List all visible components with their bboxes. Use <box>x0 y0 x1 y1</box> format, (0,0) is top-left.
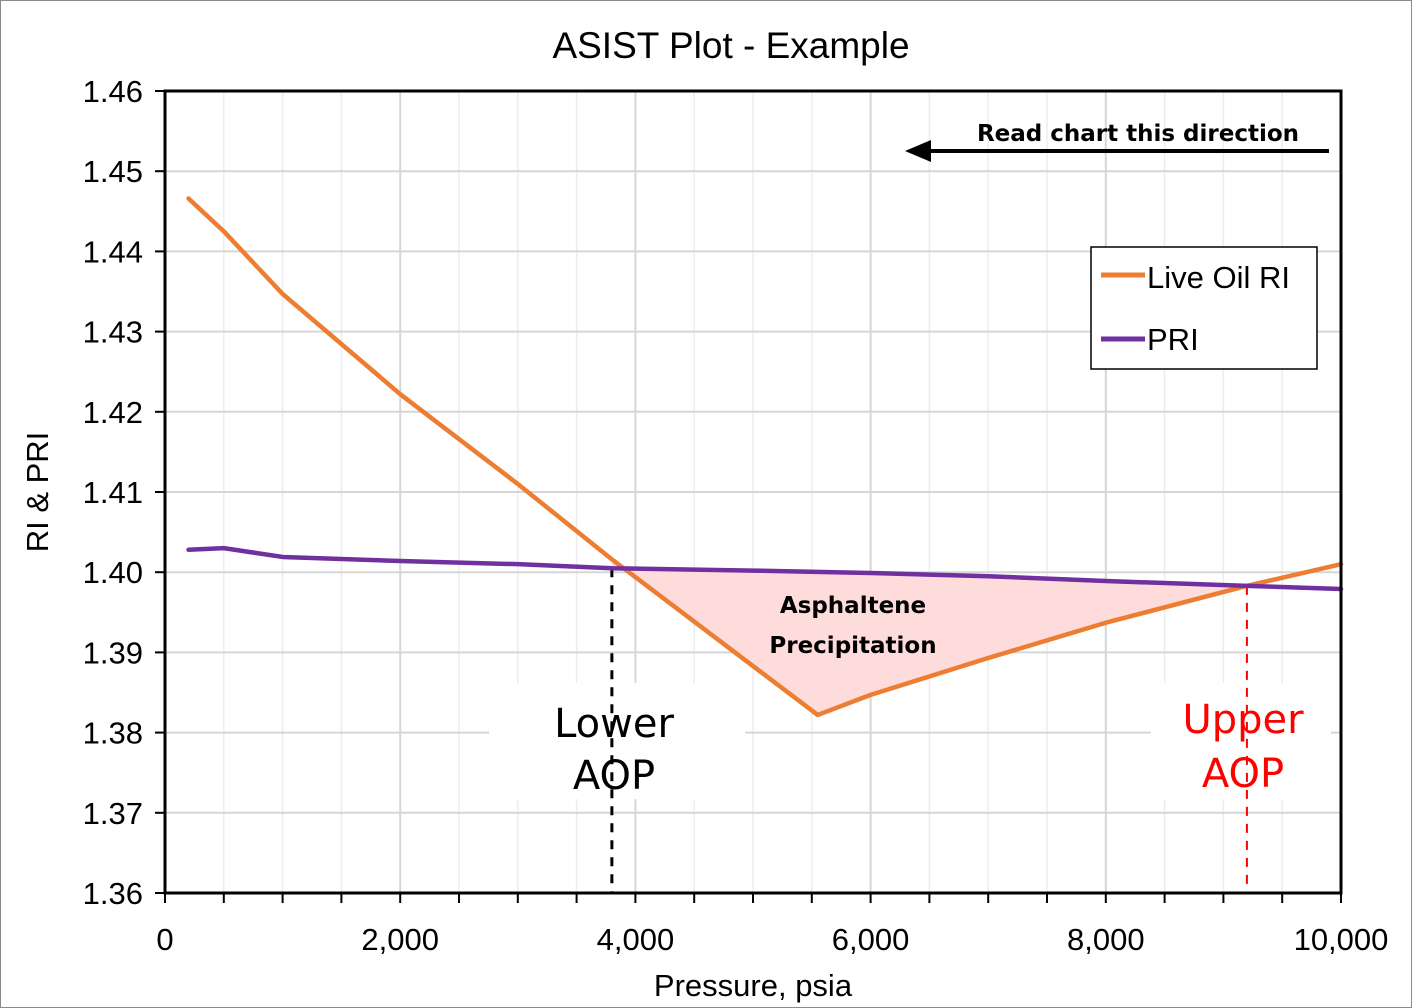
y-tick-label: 1.39 <box>83 635 143 670</box>
y-tick-label: 1.46 <box>83 74 143 109</box>
y-tick-label: 1.44 <box>83 234 143 269</box>
upper-aop-label-background <box>1151 683 1331 799</box>
upper-aop-label-line2: AOP <box>1202 751 1284 797</box>
x-tick-label: 10,000 <box>1294 922 1389 957</box>
y-tick-label: 1.41 <box>83 475 143 510</box>
y-tick-label: 1.38 <box>83 716 143 751</box>
y-tick-label: 1.40 <box>83 555 143 590</box>
x-axis-label: Pressure, psia <box>654 968 853 1003</box>
asphaltene-precipitation-region <box>611 559 1247 715</box>
annotation-layer: Asphaltene Precipitation Lower AOP Upper… <box>489 121 1331 893</box>
lower-aop-label-line1: Lower <box>554 701 674 747</box>
lower-aop-label-line2: AOP <box>573 753 655 799</box>
legend: Live Oil RI PRI <box>1090 246 1318 370</box>
y-tick-label: 1.45 <box>83 154 143 189</box>
legend-label-live-oil-ri: Live Oil RI <box>1147 260 1290 295</box>
x-tick-label: 8,000 <box>1067 922 1145 957</box>
legend-label-pri: PRI <box>1147 322 1199 357</box>
asphaltene-label: Asphaltene <box>780 593 926 619</box>
y-tick-label: 1.42 <box>83 395 143 430</box>
left-arrow-icon <box>905 140 931 162</box>
chart-title: ASIST Plot - Example <box>552 25 909 66</box>
lower-aop-label-background <box>489 683 745 799</box>
read-direction-note: Read chart this direction <box>977 121 1299 147</box>
upper-aop-label-line1: Upper <box>1182 697 1304 743</box>
precipitation-label: Precipitation <box>769 633 936 659</box>
x-tick-label: 4,000 <box>597 922 675 957</box>
series-line-live-oil-ri <box>186 196 1344 718</box>
x-tick-label: 0 <box>156 922 173 957</box>
y-axis-ticks: 1.36 1.37 1.38 1.39 1.40 1.41 1.42 1.43 1.44 1.45… <box>83 74 165 911</box>
x-tick-label: 2,000 <box>361 922 439 957</box>
y-tick-label: 1.43 <box>83 315 143 350</box>
x-axis-ticks: 0 2,000 4,000 6,000 8,000 10,000 <box>156 893 1388 957</box>
series-line-pri <box>186 545 1344 592</box>
y-tick-label: 1.37 <box>83 796 143 831</box>
y-axis-label: RI & PRI <box>20 432 55 553</box>
legend-box <box>1090 246 1318 370</box>
y-tick-label: 1.36 <box>83 876 143 911</box>
x-tick-label: 6,000 <box>832 922 910 957</box>
series-layer <box>186 196 1344 718</box>
